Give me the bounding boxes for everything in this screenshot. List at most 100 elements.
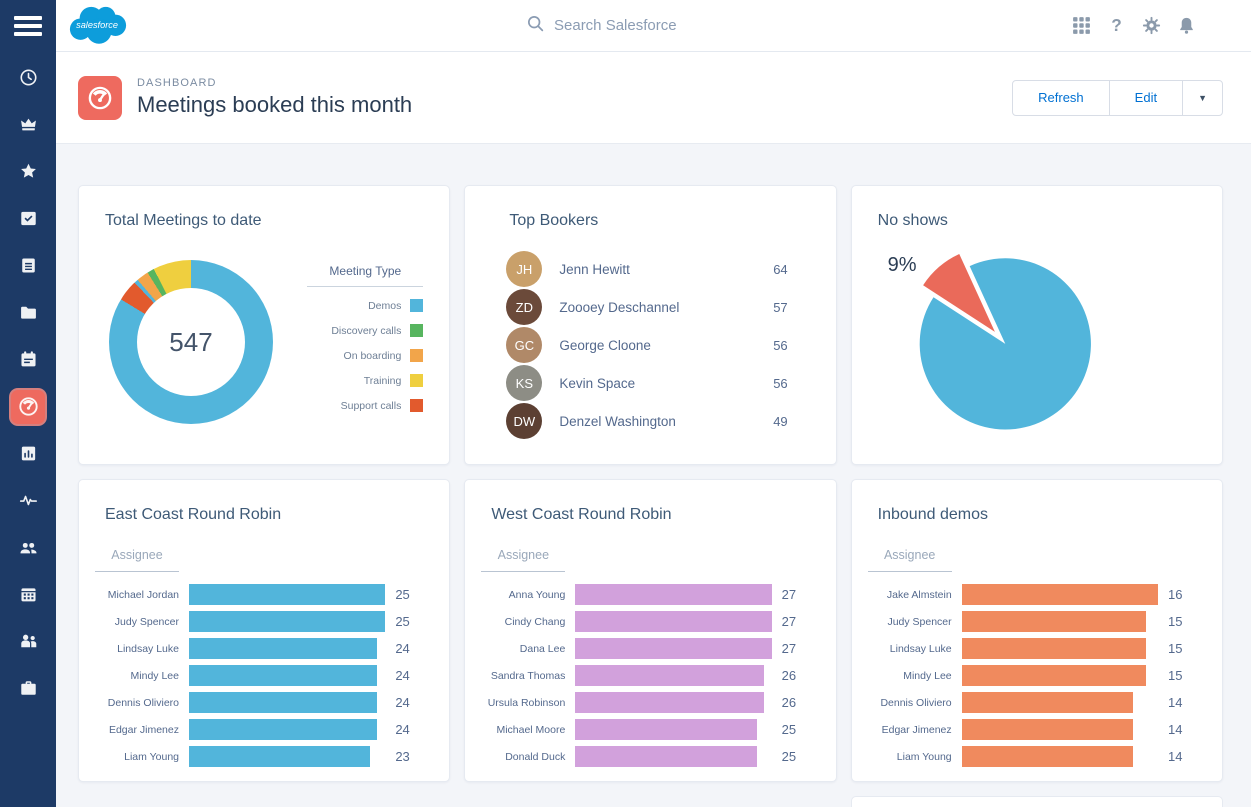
refresh-button[interactable]: Refresh [1013,80,1110,115]
sidebar-item-users-group[interactable] [0,524,56,571]
folder-icon [19,303,38,322]
bar-label: Mindy Lee [130,669,179,682]
card-no-shows: No shows 9% [850,185,1223,465]
bar-track [189,746,385,767]
bar-fill [575,692,765,713]
avatar: KS [506,365,543,401]
bar-row: Dennis Oliviero 14 [868,689,1198,716]
booker-value: 64 [773,261,788,277]
bar-label: Dennis Oliviero [107,696,179,709]
card-total-meetings: Total Meetings to date 547 Meeting Type … [78,185,451,465]
column-header: Assignee [111,548,163,562]
bar-value: 27 [781,587,797,602]
bar-track [575,692,771,713]
bar-chart: Anna Young 27 Cindy Chang 27 Dana Lee 27 Sandr… [481,581,811,770]
bar-fill [575,719,758,740]
settings-icon[interactable] [1141,15,1162,36]
sidebar-item-crown[interactable] [0,101,56,148]
bar-row: Dana Lee 27 [481,635,811,662]
bar-fill [575,638,772,659]
bar-row: Michael Jordan 25 [95,581,425,608]
bar-fill [575,665,765,686]
bar-track [961,719,1158,740]
bar-label: Michael Moore [496,723,566,736]
sidebar-item-calendar-event[interactable] [0,336,56,383]
more-actions-button[interactable]: ▼ [1183,81,1222,115]
legend-swatch [410,349,424,362]
card-west-coast: West Coast Round Robin Assignee Anna You… [464,479,837,782]
top-bar: salesforce ? [56,0,1251,52]
donut-total-value: 547 [169,326,213,357]
legend-item: Support calls [307,393,424,418]
chevron-down-icon: ▼ [1198,92,1207,103]
app-launcher-icon[interactable] [1071,15,1092,36]
hamburger-menu-icon[interactable] [0,0,56,52]
bar-value: 24 [395,695,410,710]
legend-item: Discovery calls [307,318,424,343]
sidebar-item-clock[interactable] [0,54,56,101]
booker-row: KS Kevin Space 56 [506,364,788,402]
bar-label: Edgar Jimenez [881,723,952,736]
bar-row: Dennis Oliviero 24 [95,689,425,716]
bar-value: 16 [1168,587,1183,602]
booker-value: 57 [773,299,788,315]
sidebar-item-gauge[interactable] [0,383,56,430]
booker-list: JH Jenn Hewitt 64 ZD Zoooey Deschannel 57 GC Ge… [465,230,835,440]
bar-row: Liam Young 14 [868,743,1198,770]
legend-item: Demos [307,293,424,318]
edit-button[interactable]: Edit [1110,80,1184,115]
bar-fill [961,638,1146,659]
bar-track [189,584,386,605]
legend-swatch [410,374,424,387]
bar-fill [189,665,378,686]
bar-value: 15 [1168,668,1183,683]
bar-track [961,611,1158,632]
legend-swatch [410,399,424,412]
svg-text:salesforce: salesforce [76,20,118,30]
booker-row: ZD Zoooey Deschannel 57 [506,288,788,326]
bar-track [189,719,385,740]
card-inbound-demos: Inbound demos Assignee Jake Almstein 16 Ju… [850,479,1223,782]
legend-label: On boarding [343,349,402,362]
bar-value: 24 [395,668,410,683]
sidebar-item-calendar-grid[interactable] [0,571,56,618]
bar-fill [189,584,386,605]
bar-row: Jake Almstein 16 [868,581,1198,608]
search-input[interactable] [554,17,784,34]
users-group-icon [19,538,38,557]
global-search[interactable] [526,14,784,38]
bar-row: Edgar Jimenez 14 [868,716,1198,743]
bar-chart: Michael Jordan 25 Judy Spencer 25 Lindsay Lu… [95,581,425,770]
sidebar-item-inbox-check[interactable] [0,195,56,242]
sidebar-nav [0,52,56,712]
column-header: Assignee [497,548,550,562]
sidebar-item-people-pair[interactable] [0,618,56,665]
page-title: Meetings booked this month [137,92,413,117]
bar-fill [961,665,1146,686]
sidebar-item-folder[interactable] [0,289,56,336]
sidebar-item-pulse[interactable] [0,477,56,524]
card-title: Inbound demos [877,506,988,523]
sidebar-item-star[interactable] [0,148,56,195]
notifications-icon[interactable] [1176,15,1197,36]
svg-text:?: ? [1111,15,1122,35]
bar-row: Liam Young 23 [95,743,425,770]
bar-label: Lindsay Luke [117,642,179,655]
booker-row: DW Denzel Washington 49 [506,402,788,440]
sidebar-item-clipboard-list[interactable] [0,242,56,289]
bar-fill [961,584,1158,605]
bar-fill [961,746,1134,767]
booker-value: 56 [773,375,788,391]
pie-slice [922,254,995,332]
help-icon[interactable]: ? [1106,15,1127,36]
legend-item: Training [307,368,424,393]
booker-name: Denzel Washington [559,413,676,429]
bar-track [961,746,1158,767]
bar-track [189,638,385,659]
sidebar-item-briefcase[interactable] [0,665,56,712]
legend-label: Training [363,374,402,387]
sidebar-item-report-chart[interactable] [0,430,56,477]
bar-row: Cindy Chang 27 [481,608,811,635]
gauge-icon [11,389,45,424]
bar-value: 14 [1168,722,1183,737]
